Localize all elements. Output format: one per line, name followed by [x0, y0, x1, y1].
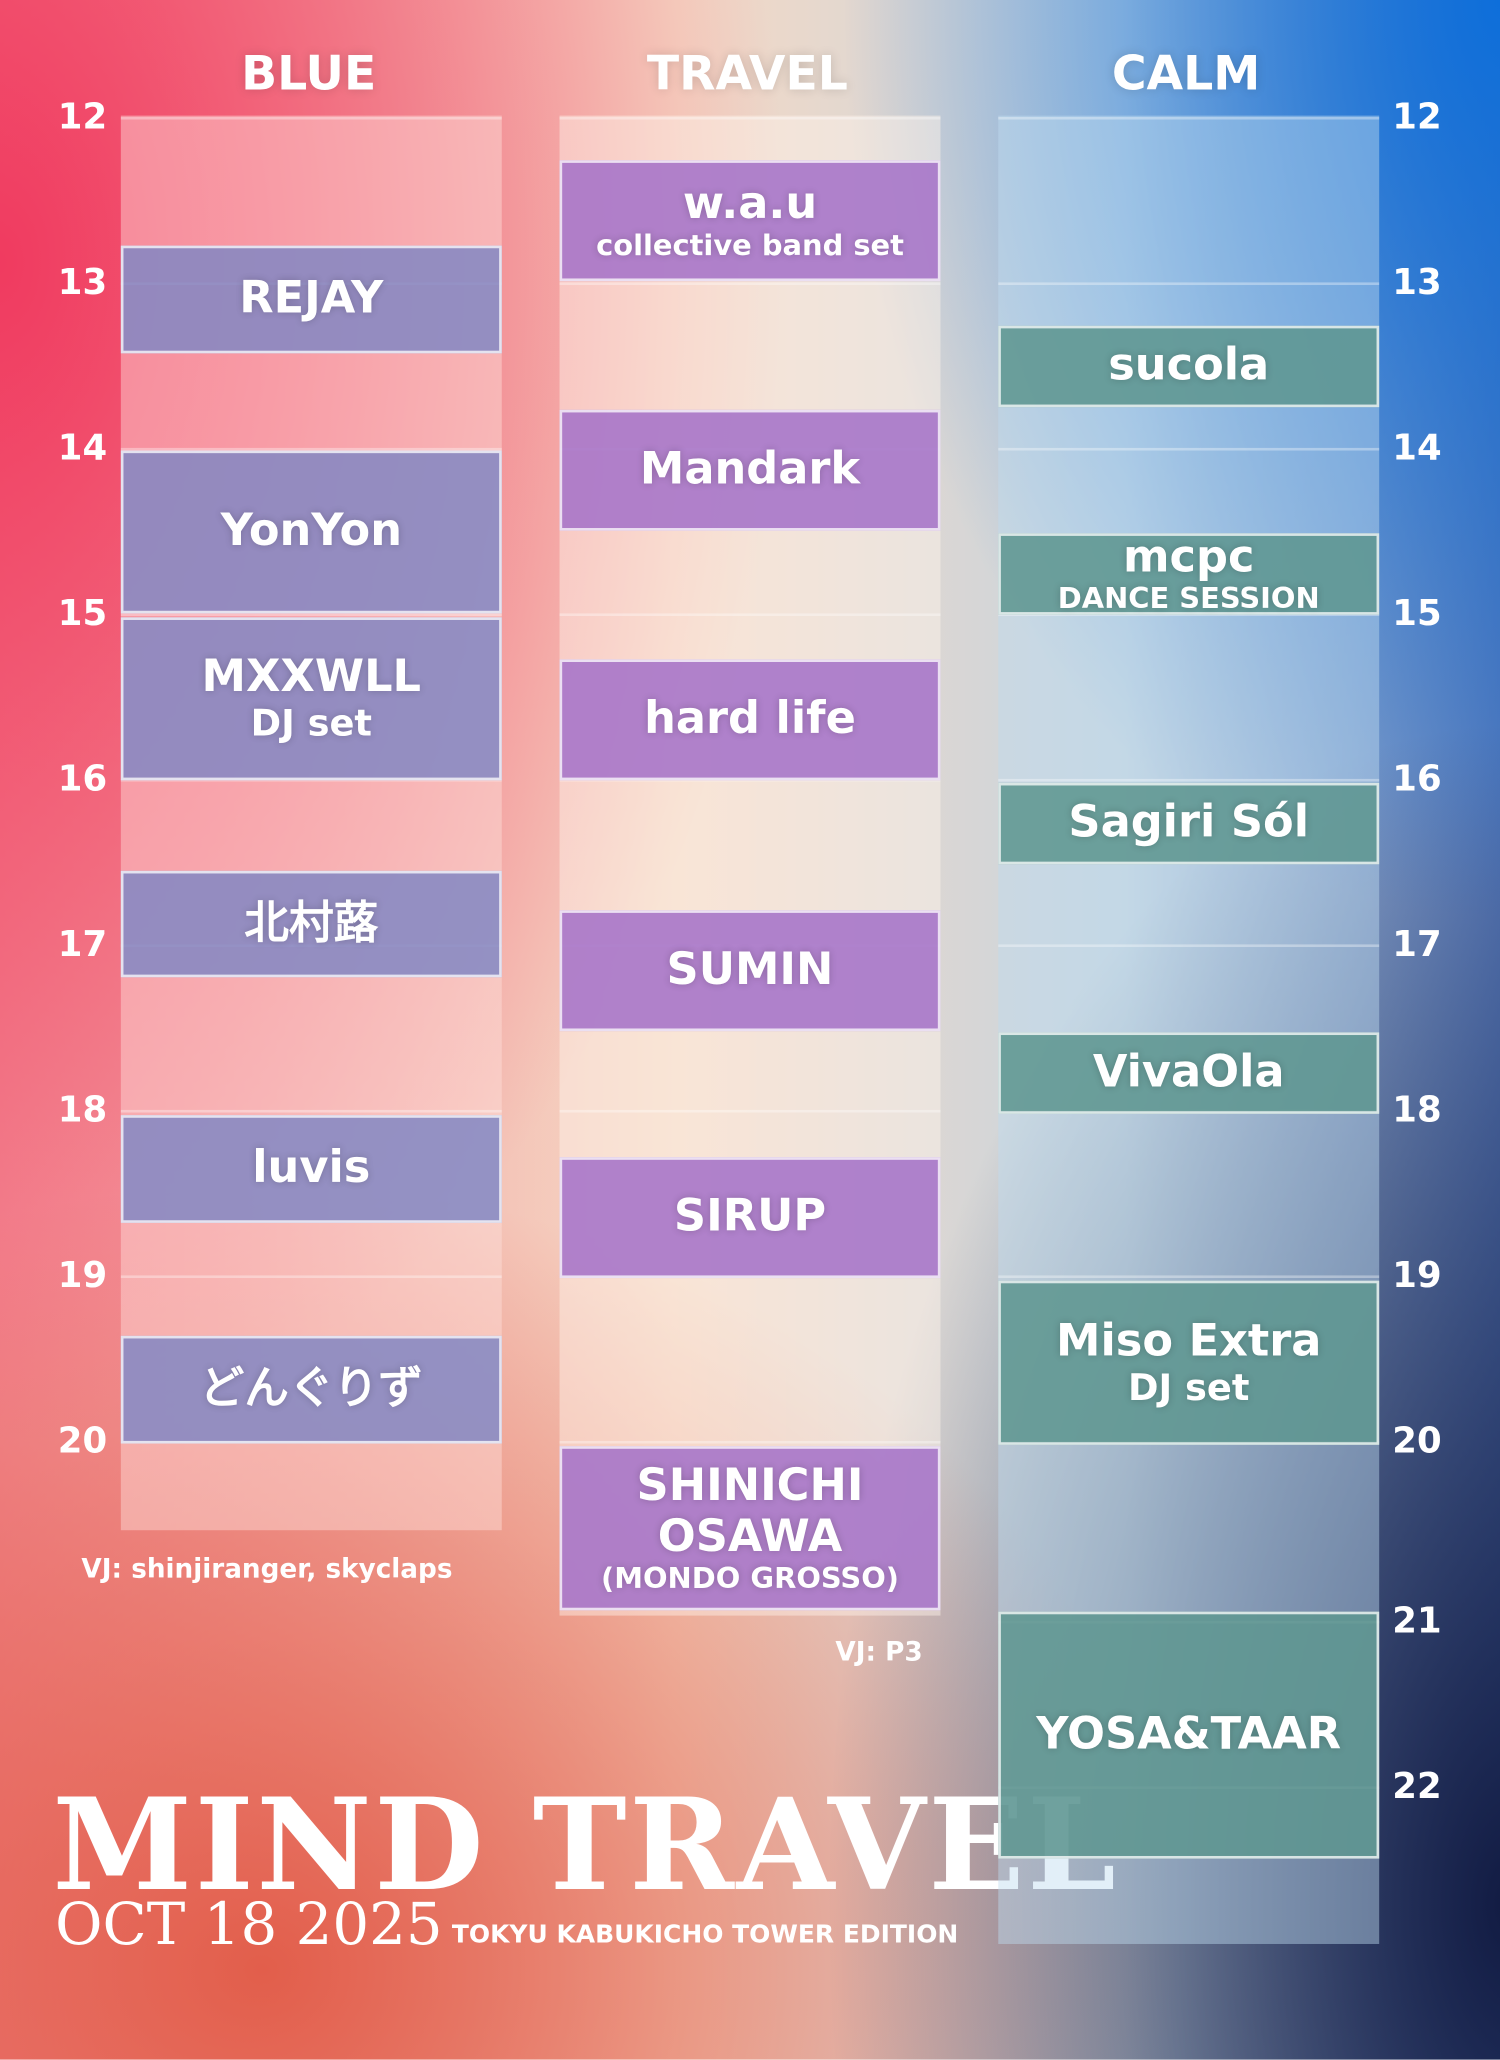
- hour-label: 16: [1392, 759, 1442, 800]
- act-slot: SUMIN: [559, 910, 941, 1032]
- hour-label: 16: [57, 759, 108, 800]
- stage-column: [559, 115, 941, 1616]
- festival-title: MIND TRAVEL: [52, 1770, 1119, 1920]
- hour-label: 18: [1392, 1090, 1442, 1131]
- act-slot: Sagiri Sól: [998, 782, 1380, 865]
- act-note: DANCE SESSION: [1057, 583, 1320, 616]
- festival-edition: TOKYU KABUKICHO TOWER EDITION: [451, 1920, 959, 1950]
- hour-label: 22: [1392, 1766, 1442, 1808]
- act-name: SUMIN: [666, 943, 834, 997]
- act-name: MXXWLL: [201, 650, 422, 704]
- hour-line: [120, 613, 502, 617]
- hour-line: [998, 944, 1380, 948]
- act-slot: SIRUP: [559, 1157, 941, 1279]
- hour-label: 17: [1392, 924, 1442, 966]
- act-slot: REJAY: [120, 245, 502, 354]
- hour-label: 19: [1392, 1255, 1442, 1297]
- stage-name: CALM: [1111, 47, 1261, 102]
- act-name: REJAY: [239, 272, 384, 326]
- hour-line: [998, 116, 1380, 120]
- act-slot: Mandark: [559, 409, 941, 531]
- act-note: (MONDO GROSSO): [601, 1562, 899, 1596]
- act-slot: sucola: [998, 325, 1380, 408]
- hour-line: [120, 447, 502, 451]
- vj-credit: VJ: shinjiranger, skyclaps: [81, 1552, 453, 1585]
- act-slot: luvis: [120, 1115, 502, 1223]
- act-name: Mandark: [639, 443, 861, 496]
- hour-line: [120, 116, 502, 120]
- act-slot: YonYon: [120, 450, 502, 614]
- act-name: Miso Extra: [1056, 1314, 1322, 1368]
- hour-line: [559, 1440, 941, 1444]
- act-name: Sagiri Sól: [1068, 796, 1310, 850]
- vj-credit: VJ: P3: [835, 1635, 923, 1667]
- hour-line: [998, 447, 1380, 451]
- act-slot: MXXWLL DJ set: [120, 617, 502, 781]
- hour-line: [120, 1275, 502, 1279]
- act-slot: 北村蕗: [120, 870, 502, 978]
- act-slot: Miso Extra DJ set: [998, 1280, 1380, 1445]
- act-name: どんぐりず: [199, 1362, 423, 1416]
- hour-line: [559, 1109, 941, 1113]
- act-name: sucola: [1108, 339, 1270, 393]
- hour-label: 18: [57, 1090, 108, 1131]
- hour-line: [998, 282, 1380, 286]
- act-name: luvis: [252, 1142, 371, 1195]
- stage-name: TRAVEL: [646, 47, 848, 102]
- hour-label: 17: [57, 924, 108, 966]
- act-slot: w.a.u collective band set: [559, 160, 941, 282]
- hour-line: [120, 1109, 502, 1113]
- act-name: 北村蕗: [244, 897, 379, 950]
- hour-label: 15: [1392, 593, 1442, 635]
- act-name: YonYon: [220, 504, 403, 558]
- hour-label: 21: [1392, 1601, 1442, 1642]
- act-slot: SHINICHI OSAWA (MONDO GROSSO): [559, 1446, 941, 1611]
- hour-line: [559, 613, 941, 617]
- act-slot: どんぐりず: [120, 1335, 502, 1444]
- hour-label: 13: [57, 262, 108, 304]
- hour-label: 14: [57, 428, 108, 469]
- hour-line: [559, 282, 941, 286]
- act-note: DJ set: [1127, 1365, 1250, 1410]
- hour-label: 15: [57, 593, 108, 635]
- act-name: w.a.u: [682, 177, 818, 230]
- act-name: YOSA&TAAR: [1036, 1708, 1342, 1761]
- act-slot: mcpc DANCE SESSION: [998, 530, 1380, 616]
- hour-label: 14: [1392, 428, 1442, 469]
- hour-label: 20: [1392, 1421, 1442, 1462]
- stage-name: BLUE: [241, 47, 377, 102]
- hour-line: [998, 778, 1380, 782]
- hour-label: 20: [57, 1421, 108, 1462]
- hour-line: [998, 613, 1380, 617]
- hour-line: [559, 116, 941, 120]
- hour-label: 19: [57, 1255, 108, 1297]
- act-name: mcpc: [1122, 530, 1255, 583]
- act-name: VivaOla: [1092, 1046, 1285, 1099]
- festival-date: OCT 18 2025: [55, 1891, 443, 1959]
- act-name: SHINICHI OSAWA: [636, 1458, 864, 1563]
- act-note: collective band set: [596, 229, 904, 263]
- hour-label: 13: [1392, 262, 1442, 304]
- act-slot: VivaOla: [998, 1032, 1380, 1114]
- act-name: hard life: [644, 692, 856, 746]
- act-slot: YOSA&TAAR: [998, 1611, 1380, 1859]
- hour-line: [998, 1275, 1380, 1279]
- act-note: DJ set: [250, 702, 373, 746]
- hour-label: 12: [1392, 97, 1442, 138]
- act-slot: hard life: [559, 659, 941, 781]
- act-name: SIRUP: [673, 1190, 827, 1244]
- hour-label: 12: [57, 97, 108, 138]
